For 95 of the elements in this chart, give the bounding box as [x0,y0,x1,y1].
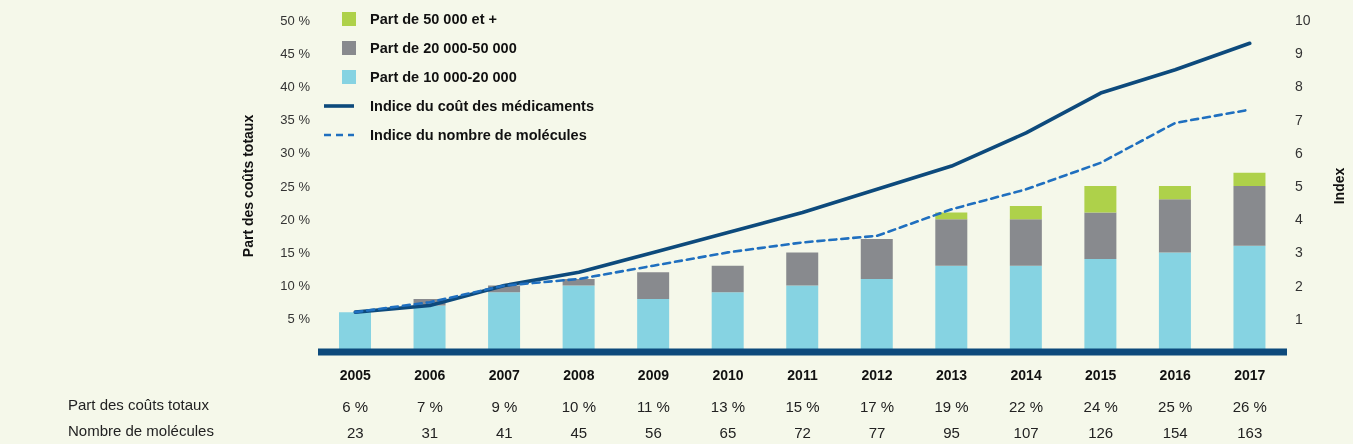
total-label: 25 % [1158,398,1193,415]
y-tick-label: 50 % [280,12,311,28]
total-label: 24 % [1083,398,1118,415]
text: 126 [1088,424,1114,441]
text: 45 [570,424,588,441]
bar [786,285,819,352]
bar [637,272,670,299]
bar [1158,186,1191,200]
x-tick-label: 2013 [936,367,968,383]
x-tick-label: 2016 [1159,367,1191,383]
text: 107 [1013,424,1039,441]
text: Nombre de molécules [68,422,214,439]
y-tick-label: 10 % [280,278,311,294]
text: 163 [1237,424,1263,441]
y-tick-label: 35 % [280,112,311,128]
total-label: 6 % [342,398,369,415]
bar [1158,199,1191,253]
y2-tick-label: 7 [1295,111,1303,128]
total-label: 26 % [1232,398,1267,415]
legend-label: Indice du nombre de molécules [370,126,587,143]
y-tick-label: 40 % [280,79,311,95]
line-series [353,41,1252,314]
y2-tick-label: 9 [1295,45,1303,62]
bar [1233,186,1266,246]
total-label: 10 % [561,398,596,415]
y-tick-label: 25 % [280,178,311,194]
text: 65 [719,424,737,441]
y2-axis-title: Index [1330,167,1347,205]
text: 154 [1162,424,1188,441]
y-tick-label: 30 % [280,145,311,161]
bar [935,219,968,266]
text: 31 [421,424,439,441]
x-tick-label: 2017 [1234,367,1266,383]
x-tick-label: 2005 [339,367,372,383]
x-tick-label: 2008 [563,367,595,383]
bar [860,239,893,279]
x-tick-label: 2014 [1010,367,1042,383]
legend-label: Part de 20 000-50 000 [370,39,517,56]
y2-tick-label: 6 [1295,144,1303,161]
y2-tick-label: 10 [1295,11,1311,28]
text: 72 [794,424,811,441]
bar [711,265,744,293]
total-label: 9 % [491,398,518,415]
y2-tick-label: 4 [1295,211,1303,228]
legend-label: Indice du coût des médicaments [370,97,594,114]
y2-tick-label: 5 [1295,177,1303,194]
total-label: 15 % [785,398,820,415]
bar [562,285,595,352]
y-tick-label: 5 % [287,311,311,327]
x-tick-label: 2011 [787,367,818,383]
bar [1084,259,1117,352]
total-label: 7 % [416,398,443,415]
y2-tick-label: 1 [1295,310,1303,327]
bar [1158,252,1191,352]
bar [1009,265,1042,352]
text: 56 [645,424,662,441]
text: 95 [943,424,960,441]
bar [1009,219,1042,266]
y2-tick-label: 3 [1295,244,1303,261]
bar [1233,245,1266,352]
total-label: 17 % [859,398,895,415]
bar [1084,212,1117,260]
x-tick-label: 2009 [637,367,670,383]
x-tick-label: 2007 [488,367,521,383]
bar [711,292,744,352]
x-tick-label: 2015 [1085,367,1117,383]
bar [637,298,670,352]
text: 23 [346,424,364,441]
y2-tick-label: 8 [1295,78,1303,95]
bar [786,252,819,286]
bar [1084,186,1117,213]
bar [488,292,521,352]
y-axis-title: Part des coûts totaux [239,114,256,258]
bar [1009,205,1042,220]
text: Part des coûts totaux [68,396,209,413]
x-tick-label: 2012 [861,367,893,383]
bar [339,312,371,352]
x-tick-label: 2010 [712,367,744,383]
y2-tick-label: 2 [1295,277,1303,294]
legend-label: Part de 10 000-20 000 [370,68,517,85]
text: 41 [496,424,513,441]
bar [413,305,446,352]
total-label: 11 % [636,398,670,415]
text: 77 [868,424,886,441]
y-tick-label: 20 % [280,211,311,227]
bar [860,278,893,352]
x-tick-label: 2006 [414,367,446,383]
bar [935,265,968,352]
total-label: 13 % [710,398,746,415]
total-label: 19 % [934,398,969,415]
y-tick-label: 15 % [280,245,311,261]
y-tick-label: 45 % [280,45,311,61]
legend-label: Part de 50 000 et + [370,10,497,27]
total-label: 22 % [1009,398,1044,415]
bar [1233,172,1266,186]
